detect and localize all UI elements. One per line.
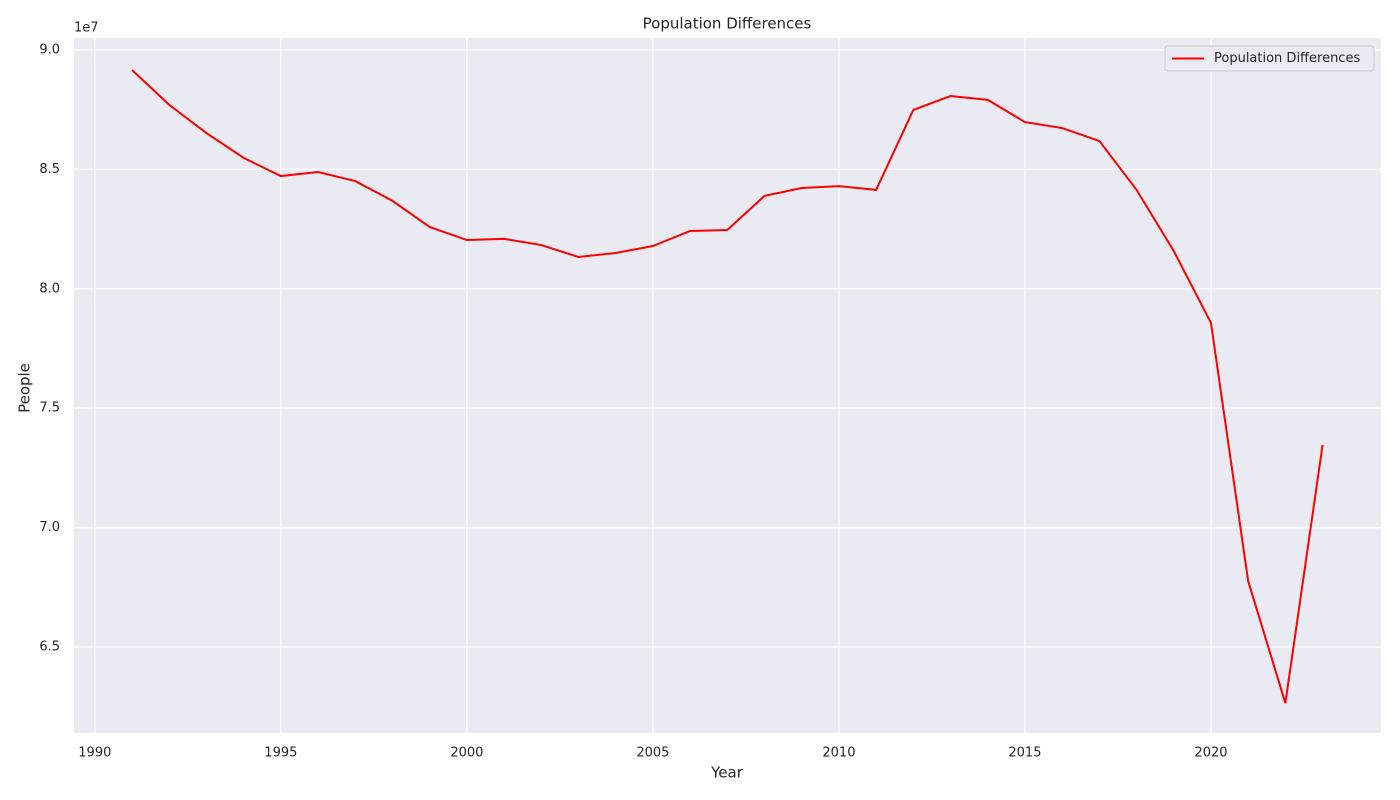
x-axis-label: Year [710,764,744,782]
x-tick-label: 2020 [1194,746,1227,761]
x-tick-label: 2015 [1008,746,1041,761]
legend-box [1164,45,1375,72]
x-tick-label: 2010 [822,746,855,761]
x-tick-label: 1995 [264,746,297,761]
legend-label: Population Differences [1214,51,1360,66]
data-line [131,69,1324,704]
chart-title: Population Differences [643,15,812,33]
y-tick-label: 7.0 [39,520,60,535]
plot-area [74,38,1381,733]
y-tick-label: 9.0 [39,42,60,57]
x-tick-label: 1990 [78,746,111,761]
y-tick-label: 6.5 [39,640,60,655]
y-tick-label: 8.5 [39,162,60,177]
x-tick-label: 2005 [636,746,669,761]
x-tick-label: 2000 [450,746,483,761]
y-axis-label: People [16,363,34,413]
y-tick-label: 8.0 [39,281,60,296]
y-offset-label: 1e7 [74,21,99,36]
y-tick-label: 7.5 [39,401,60,416]
